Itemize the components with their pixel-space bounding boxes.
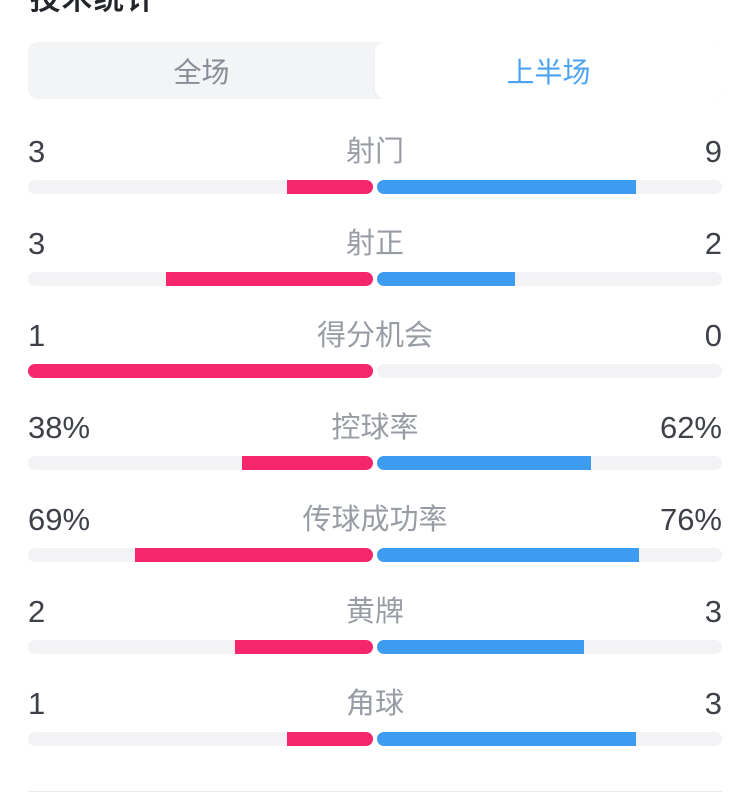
stat-row: 38% 控球率 62% <box>28 378 722 470</box>
stat-values: 1 得分机会 0 <box>28 317 722 355</box>
away-bar-track <box>377 548 722 562</box>
away-value: 2 <box>704 226 722 261</box>
away-bar-fill <box>377 180 636 194</box>
away-bar-track <box>377 364 722 378</box>
stat-values: 3 射门 9 <box>28 133 722 171</box>
home-value: 2 <box>28 594 46 629</box>
stat-label: 得分机会 <box>316 320 433 352</box>
home-bar-track <box>28 364 373 378</box>
stat-label: 黄牌 <box>345 596 404 628</box>
home-value: 3 <box>28 134 46 169</box>
away-bar-fill <box>377 640 584 654</box>
comparison-bar <box>28 180 722 194</box>
stat-values: 3 射正 2 <box>28 225 722 263</box>
stat-label: 射门 <box>345 136 404 168</box>
stats-list: 3 射门 9 3 射正 2 1 <box>28 102 722 746</box>
away-bar-track <box>377 456 722 470</box>
away-bar-track <box>377 180 722 194</box>
stat-values: 2 黄牌 3 <box>28 593 722 631</box>
home-bar-track <box>28 640 373 654</box>
stat-values: 69% 传球成功率 76% <box>28 501 722 539</box>
home-value: 69% <box>28 502 91 537</box>
home-value: 1 <box>28 686 46 721</box>
home-bar-track <box>28 456 373 470</box>
home-value: 1 <box>28 318 46 353</box>
stat-row: 2 黄牌 3 <box>28 562 722 654</box>
home-bar-fill <box>235 640 373 654</box>
comparison-bar <box>28 548 722 562</box>
home-bar-fill <box>134 548 373 562</box>
stat-label: 传球成功率 <box>302 504 448 536</box>
stat-label: 射正 <box>345 228 404 260</box>
comparison-bar <box>28 364 722 378</box>
away-bar-fill <box>377 456 591 470</box>
stat-label: 角球 <box>345 688 404 720</box>
home-bar-track <box>28 732 373 746</box>
tab-first-half[interactable]: 上半场 <box>375 42 722 99</box>
home-value: 3 <box>28 226 46 261</box>
stat-row: 69% 传球成功率 76% <box>28 470 722 562</box>
away-bar-track <box>377 732 722 746</box>
page-title: 技术统计 <box>30 0 722 17</box>
tab-bar: 全场 上半场 <box>28 42 722 99</box>
tab-full-match[interactable]: 全场 <box>173 56 230 88</box>
away-bar-fill <box>377 732 636 746</box>
stat-values: 38% 控球率 62% <box>28 409 722 447</box>
home-bar-fill <box>241 456 373 470</box>
stat-row: 1 角球 3 <box>28 654 722 746</box>
stat-label: 控球率 <box>331 412 419 444</box>
away-bar-fill <box>377 272 515 286</box>
home-bar-fill <box>286 180 373 194</box>
away-value: 62% <box>659 410 722 445</box>
home-value: 38% <box>28 410 91 445</box>
stat-values: 1 角球 3 <box>28 685 722 723</box>
comparison-bar <box>28 640 722 654</box>
comparison-bar <box>28 456 722 470</box>
away-value: 3 <box>704 594 722 629</box>
comparison-bar <box>28 732 722 746</box>
home-bar-track <box>28 548 373 562</box>
away-value: 0 <box>704 318 722 353</box>
away-value: 9 <box>704 134 722 169</box>
comparison-bar <box>28 272 722 286</box>
stats-panel: 技术统计 全场 上半场 3 射门 9 3 射正 2 <box>28 0 722 792</box>
away-value: 3 <box>704 686 722 721</box>
stat-row: 3 射门 9 <box>28 102 722 194</box>
home-bar-fill <box>286 732 373 746</box>
away-bar-fill <box>377 548 640 562</box>
home-bar-fill <box>166 272 373 286</box>
home-bar-track <box>28 272 373 286</box>
away-value: 76% <box>659 502 722 537</box>
home-bar-track <box>28 180 373 194</box>
stat-row: 3 射正 2 <box>28 194 722 286</box>
away-bar-track <box>377 272 722 286</box>
home-bar-fill <box>28 364 373 378</box>
away-bar-track <box>377 640 722 654</box>
stat-row: 1 得分机会 0 <box>28 286 722 378</box>
bottom-divider <box>28 791 722 792</box>
